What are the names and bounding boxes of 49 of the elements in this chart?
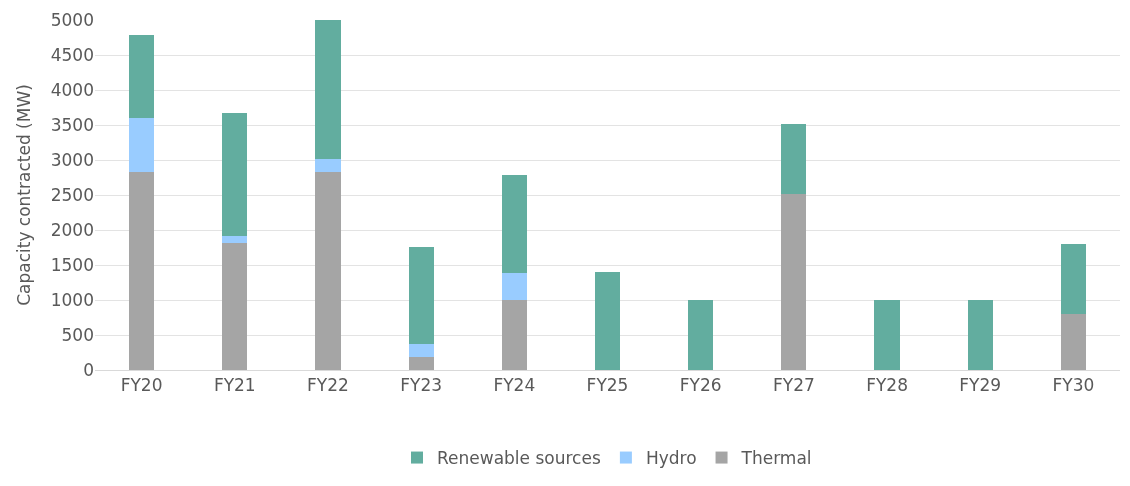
bar bbox=[874, 300, 900, 370]
bar bbox=[129, 118, 155, 172]
bar bbox=[129, 34, 155, 118]
x-tick-label: FY30 bbox=[1052, 375, 1095, 396]
x-tick-label: FY26 bbox=[679, 375, 722, 396]
y-tick-label: 3000 bbox=[50, 149, 94, 170]
x-tick-label: FY21 bbox=[213, 375, 256, 396]
bar bbox=[781, 123, 807, 194]
x-tick-label: FY27 bbox=[772, 375, 815, 396]
y-tick-label: 3500 bbox=[50, 114, 94, 135]
bar bbox=[1060, 244, 1086, 314]
legend-label: Thermal bbox=[740, 448, 812, 469]
bar bbox=[408, 246, 434, 345]
y-axis-title: Capacity contracted (MW) bbox=[14, 84, 35, 306]
bar bbox=[222, 242, 248, 370]
bar bbox=[967, 300, 993, 370]
y-tick-label: 4000 bbox=[50, 79, 94, 100]
bar bbox=[781, 193, 807, 370]
bar bbox=[501, 272, 527, 300]
y-tick-label: 2000 bbox=[50, 219, 94, 240]
y-tick-label: 4500 bbox=[50, 44, 94, 65]
y-tick-label: 0 bbox=[83, 359, 94, 380]
bar bbox=[315, 171, 341, 370]
bar bbox=[315, 158, 341, 172]
bar bbox=[688, 300, 714, 370]
legend-label: Hydro bbox=[645, 448, 697, 469]
x-tick-label: FY24 bbox=[493, 375, 536, 396]
bar bbox=[501, 300, 527, 370]
x-tick-label: FY20 bbox=[120, 375, 163, 396]
y-tick-label: 1000 bbox=[50, 289, 94, 310]
bar bbox=[408, 344, 434, 357]
y-tick-label: 1500 bbox=[50, 254, 94, 275]
bar bbox=[315, 20, 341, 159]
bar bbox=[594, 272, 621, 370]
bar bbox=[129, 171, 155, 370]
x-tick-label: FY22 bbox=[307, 375, 349, 396]
bar bbox=[222, 235, 248, 243]
y-tick-label: 5000 bbox=[50, 9, 94, 30]
legend-label: Renewable sources bbox=[437, 448, 601, 469]
x-tick-label: FY28 bbox=[866, 375, 908, 396]
bar bbox=[1060, 314, 1086, 370]
y-tick-label: 2500 bbox=[50, 184, 94, 205]
x-tick-label: FY29 bbox=[959, 375, 1002, 396]
x-tick-label: FY25 bbox=[586, 375, 629, 396]
y-tick-label: 500 bbox=[61, 324, 94, 345]
bar bbox=[501, 175, 527, 273]
bar bbox=[408, 356, 434, 370]
bar bbox=[222, 113, 248, 236]
x-tick-label: FY23 bbox=[400, 375, 443, 396]
